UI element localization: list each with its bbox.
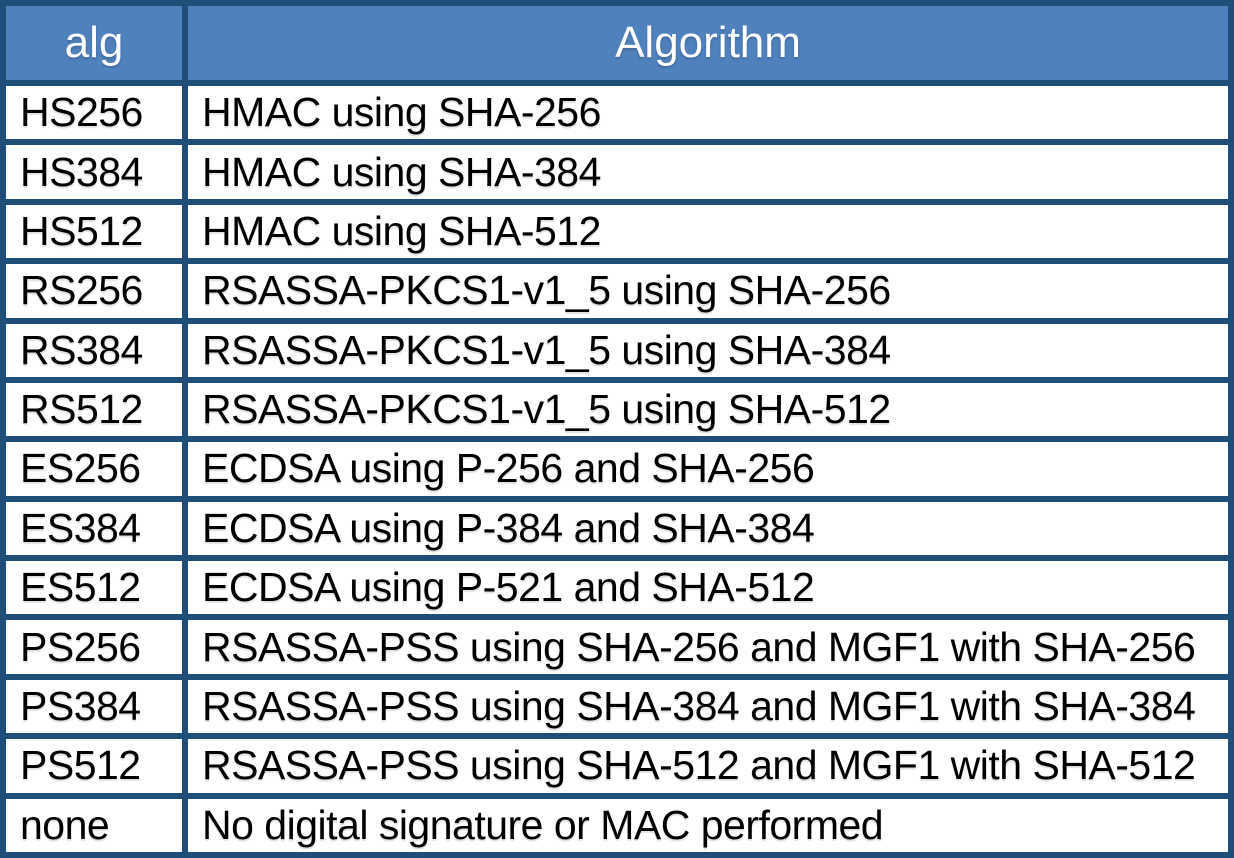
cell-algorithm: HMAC using SHA-384 — [182, 139, 1234, 205]
table-body: HS256 HMAC using SHA-256 HS384 HMAC using S… — [0, 79, 1234, 858]
table-row: RS256 RSASSA-PKCS1-v1_5 using SHA-256 — [0, 258, 1234, 324]
table-row: HS256 HMAC using SHA-256 — [0, 79, 1234, 146]
cell-algorithm: ECDSA using P-521 and SHA-512 — [182, 554, 1234, 621]
table-row: none No digital signature or MAC performe… — [0, 792, 1234, 858]
cell-algorithm: RSASSA-PKCS1-v1_5 using SHA-256 — [182, 258, 1234, 324]
cell-alg: HS384 — [0, 139, 188, 205]
table-row: ES256 ECDSA using P-256 and SHA-256 — [0, 436, 1234, 502]
cell-algorithm: HMAC using SHA-512 — [182, 198, 1234, 265]
header-row: alg Algorithm — [0, 0, 1234, 86]
cell-alg: PS384 — [0, 673, 188, 740]
cell-algorithm: ECDSA using P-384 and SHA-384 — [182, 495, 1234, 562]
table-row: ES512 ECDSA using P-521 and SHA-512 — [0, 554, 1234, 621]
table-row: PS256 RSASSA-PSS using SHA-256 and MGF1 w… — [0, 614, 1234, 680]
cell-alg: HS256 — [0, 79, 188, 146]
cell-alg: RS512 — [0, 376, 188, 443]
cell-algorithm: No digital signature or MAC performed — [182, 792, 1234, 858]
cell-alg: none — [0, 792, 188, 858]
column-header-algorithm: Algorithm — [182, 0, 1234, 86]
cell-algorithm: HMAC using SHA-256 — [182, 79, 1234, 146]
table-row: RS512 RSASSA-PKCS1-v1_5 using SHA-512 — [0, 376, 1234, 443]
cell-algorithm: RSASSA-PKCS1-v1_5 using SHA-512 — [182, 376, 1234, 443]
cell-alg: RS384 — [0, 317, 188, 383]
table-row: ES384 ECDSA using P-384 and SHA-384 — [0, 495, 1234, 562]
table-row: HS384 HMAC using SHA-384 — [0, 139, 1234, 205]
cell-algorithm: RSASSA-PSS using SHA-256 and MGF1 with S… — [182, 614, 1234, 680]
cell-alg: PS512 — [0, 733, 188, 799]
cell-alg: ES256 — [0, 436, 188, 502]
cell-algorithm: RSASSA-PKCS1-v1_5 using SHA-384 — [182, 317, 1234, 383]
table-row: PS384 RSASSA-PSS using SHA-384 and MGF1 w… — [0, 673, 1234, 740]
cell-algorithm: RSASSA-PSS using SHA-384 and MGF1 with S… — [182, 673, 1234, 740]
column-header-alg: alg — [0, 0, 188, 86]
cell-alg: PS256 — [0, 614, 188, 680]
cell-alg: RS256 — [0, 258, 188, 324]
cell-alg: ES512 — [0, 554, 188, 621]
table-row: PS512 RSASSA-PSS using SHA-512 and MGF1 w… — [0, 733, 1234, 799]
cell-algorithm: ECDSA using P-256 and SHA-256 — [182, 436, 1234, 502]
table-row: RS384 RSASSA-PKCS1-v1_5 using SHA-384 — [0, 317, 1234, 383]
cell-alg: ES384 — [0, 495, 188, 562]
table-row: HS512 HMAC using SHA-512 — [0, 198, 1234, 265]
cell-algorithm: RSASSA-PSS using SHA-512 and MGF1 with S… — [182, 733, 1234, 799]
cell-alg: HS512 — [0, 198, 188, 265]
